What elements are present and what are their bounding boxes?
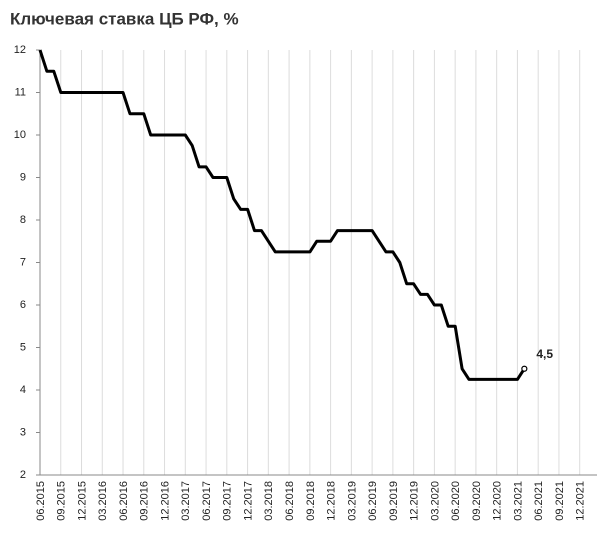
x-tick-label: 12.2020 [492, 481, 504, 521]
y-tick-label: 11 [15, 86, 26, 98]
y-tick-label: 12 [14, 44, 26, 56]
y-tick-label: 2 [20, 469, 26, 481]
y-tick-label: 8 [20, 214, 26, 226]
x-tick-label: 03.2019 [346, 481, 358, 521]
x-tick-label: 12.2015 [76, 481, 88, 521]
x-tick-label: 09.2021 [554, 481, 566, 521]
x-tick-label: 03.2021 [512, 481, 524, 521]
x-tick-label: 12.2019 [409, 481, 421, 521]
x-tick-label: 12.2017 [242, 481, 254, 521]
rate-line [38, 49, 526, 381]
x-tick-label: 09.2016 [139, 481, 151, 521]
y-tick-label: 7 [20, 256, 26, 268]
x-tick-label: 03.2018 [263, 481, 275, 521]
x-tick-label: 06.2020 [450, 481, 462, 521]
x-tick-label: 06.2019 [367, 481, 379, 521]
y-tick-label: 6 [20, 299, 26, 311]
y-tick-label: 9 [20, 171, 26, 183]
x-tick-label: 09.2020 [471, 481, 483, 521]
x-tick-label: 12.2021 [575, 481, 587, 521]
x-tick-label: 06.2021 [533, 481, 545, 521]
x-tick-label: 03.2017 [180, 481, 192, 521]
chart-title: Ключевая ставка ЦБ РФ, % [10, 9, 239, 28]
y-tick-label: 3 [20, 426, 26, 438]
y-tick-label: 4 [20, 384, 26, 396]
x-tick-label: 09.2018 [305, 481, 317, 521]
x-tick-label: 06.2018 [284, 481, 296, 521]
x-tick-label: 09.2017 [222, 481, 234, 521]
x-tick-label: 12.2016 [159, 481, 171, 521]
x-tick-label: 03.2020 [429, 481, 441, 521]
x-tick-label: 06.2016 [118, 481, 130, 521]
y-tick-label: 5 [20, 341, 26, 353]
last-point [521, 365, 528, 372]
x-tick-label: 06.2015 [35, 481, 47, 521]
x-tick-label: 12.2018 [326, 481, 338, 521]
x-tick-label: 06.2017 [201, 481, 213, 521]
x-tick-label: 03.2016 [97, 481, 109, 521]
x-tick-label: 09.2015 [56, 481, 68, 521]
y-tick-label: 10 [14, 129, 26, 141]
annotation: 4,5 [536, 347, 553, 361]
x-tick-label: 09.2019 [388, 481, 400, 521]
